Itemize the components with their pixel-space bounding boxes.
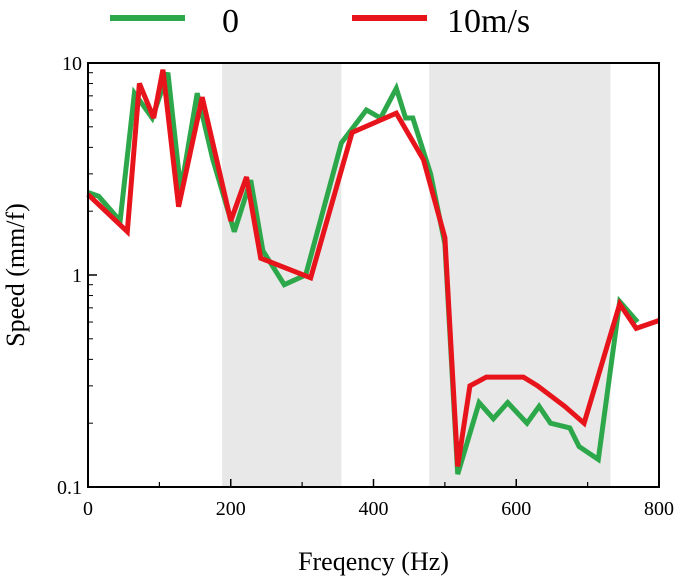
legend-label-1: 0 — [222, 3, 239, 40]
series-lines — [86, 69, 660, 475]
x-tick-label: 0 — [83, 498, 93, 520]
shaded-bands — [222, 63, 611, 487]
y-tick-label: 10 — [62, 53, 82, 75]
x-tick-label: 600 — [501, 498, 531, 520]
x-tick-label: 800 — [644, 498, 674, 520]
series-line-10ms — [86, 69, 660, 467]
x-tick-label: 200 — [216, 498, 246, 520]
shaded-band-1 — [222, 63, 342, 487]
legend: 0 10m/s — [110, 3, 530, 40]
x-axis-title: Freqency (Hz) — [298, 547, 449, 576]
y-tick-label: 1 — [72, 265, 82, 287]
y-tick-label: 0.1 — [57, 477, 82, 499]
y-axis-title: Speed (mm/f) — [1, 203, 30, 347]
series-line-zero — [87, 71, 640, 475]
axis-ticks: 0 200 400 600 800 0.1 1 10 — [57, 53, 674, 520]
legend-label-2: 10m/s — [447, 3, 530, 40]
x-tick-label: 400 — [359, 498, 389, 520]
